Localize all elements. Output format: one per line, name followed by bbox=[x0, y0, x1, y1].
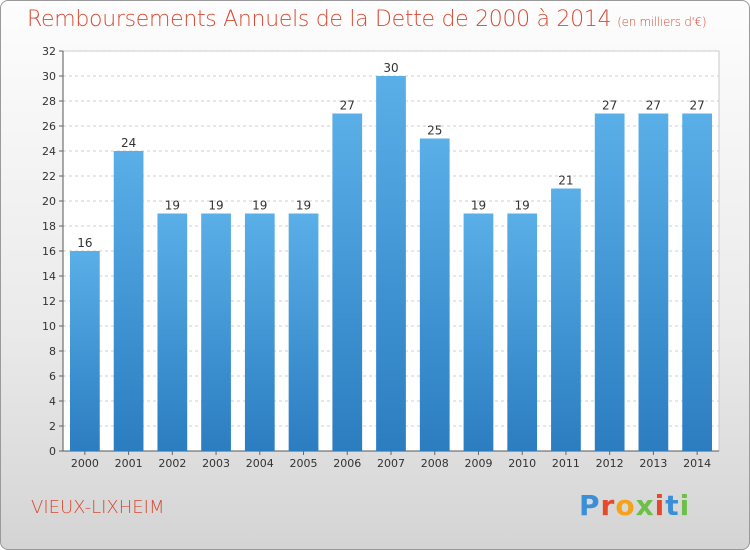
bar bbox=[419, 138, 450, 451]
logo-letter: r bbox=[600, 489, 616, 522]
x-tick-label: 2001 bbox=[115, 457, 143, 470]
y-tick-label: 0 bbox=[49, 445, 56, 458]
bar bbox=[244, 213, 275, 451]
bar-value-label: 19 bbox=[165, 199, 180, 213]
bar bbox=[463, 213, 494, 451]
bar bbox=[69, 251, 100, 451]
y-tick-label: 10 bbox=[42, 320, 56, 333]
x-tick-label: 2004 bbox=[246, 457, 274, 470]
x-tick-label: 2011 bbox=[552, 457, 580, 470]
y-tick-label: 12 bbox=[42, 295, 56, 308]
x-tick-label: 2005 bbox=[290, 457, 318, 470]
bar-value-label: 30 bbox=[383, 61, 398, 75]
bar bbox=[682, 113, 713, 451]
y-tick-label: 28 bbox=[42, 95, 56, 108]
y-tick-label: 14 bbox=[42, 270, 56, 283]
y-tick-label: 20 bbox=[42, 195, 56, 208]
logo-letter: o bbox=[615, 489, 636, 522]
x-tick-label: 2014 bbox=[683, 457, 711, 470]
y-tick-label: 32 bbox=[42, 45, 56, 58]
bar-value-label: 27 bbox=[602, 99, 617, 113]
chart-title: Remboursements Annuels de la Dette de 20… bbox=[27, 7, 707, 32]
y-tick-label: 6 bbox=[49, 370, 56, 383]
x-tick-label: 2007 bbox=[377, 457, 405, 470]
y-tick-label: 4 bbox=[49, 395, 56, 408]
bar-value-label: 24 bbox=[121, 136, 136, 150]
x-tick-label: 2010 bbox=[508, 457, 536, 470]
chart-subtitle: (en milliers d'€) bbox=[617, 15, 707, 29]
city-name: VIEUX-LIXHEIM bbox=[31, 497, 165, 518]
bar-value-label: 25 bbox=[427, 124, 442, 138]
chart-title-text: Remboursements Annuels de la Dette de 20… bbox=[27, 7, 612, 32]
y-tick-label: 30 bbox=[42, 70, 56, 83]
logo-letter: t bbox=[665, 489, 680, 522]
y-tick-label: 22 bbox=[42, 170, 56, 183]
bar bbox=[638, 113, 669, 451]
bar-value-label: 19 bbox=[296, 199, 311, 213]
x-tick-label: 2002 bbox=[158, 457, 186, 470]
logo-letter: x bbox=[635, 489, 655, 522]
bar-value-label: 27 bbox=[646, 99, 661, 113]
bar bbox=[157, 213, 188, 451]
bar bbox=[376, 76, 406, 451]
x-tick-label: 2009 bbox=[464, 457, 492, 470]
bar-value-label: 16 bbox=[77, 236, 92, 250]
bar bbox=[113, 151, 144, 451]
bar-value-label: 19 bbox=[515, 199, 530, 213]
bar-value-label: 27 bbox=[689, 99, 704, 113]
x-tick-label: 2012 bbox=[596, 457, 624, 470]
x-tick-label: 2003 bbox=[202, 457, 230, 470]
proxiti-logo[interactable]: Proxiti bbox=[579, 489, 690, 522]
logo-letter: P bbox=[579, 489, 601, 522]
y-tick-label: 24 bbox=[42, 145, 56, 158]
x-tick-label: 2000 bbox=[71, 457, 99, 470]
bar-value-label: 21 bbox=[558, 174, 573, 188]
bar-value-label: 19 bbox=[208, 199, 223, 213]
bar bbox=[201, 213, 231, 451]
bar bbox=[507, 213, 538, 451]
bar bbox=[551, 188, 581, 451]
y-tick-label: 26 bbox=[42, 120, 56, 133]
bar-value-label: 19 bbox=[252, 199, 267, 213]
y-tick-label: 8 bbox=[49, 345, 56, 358]
logo-letter: i bbox=[679, 489, 691, 522]
x-tick-label: 2013 bbox=[639, 457, 667, 470]
bar-value-label: 27 bbox=[340, 99, 355, 113]
x-tick-label: 2008 bbox=[421, 457, 449, 470]
bar bbox=[332, 113, 363, 451]
x-tick-label: 2006 bbox=[333, 457, 361, 470]
y-tick-label: 2 bbox=[49, 420, 56, 433]
logo-letter: i bbox=[654, 489, 666, 522]
y-tick-label: 16 bbox=[42, 245, 56, 258]
bar bbox=[288, 213, 319, 451]
y-tick-label: 18 bbox=[42, 220, 56, 233]
bar bbox=[594, 113, 625, 451]
bar-value-label: 19 bbox=[471, 199, 486, 213]
